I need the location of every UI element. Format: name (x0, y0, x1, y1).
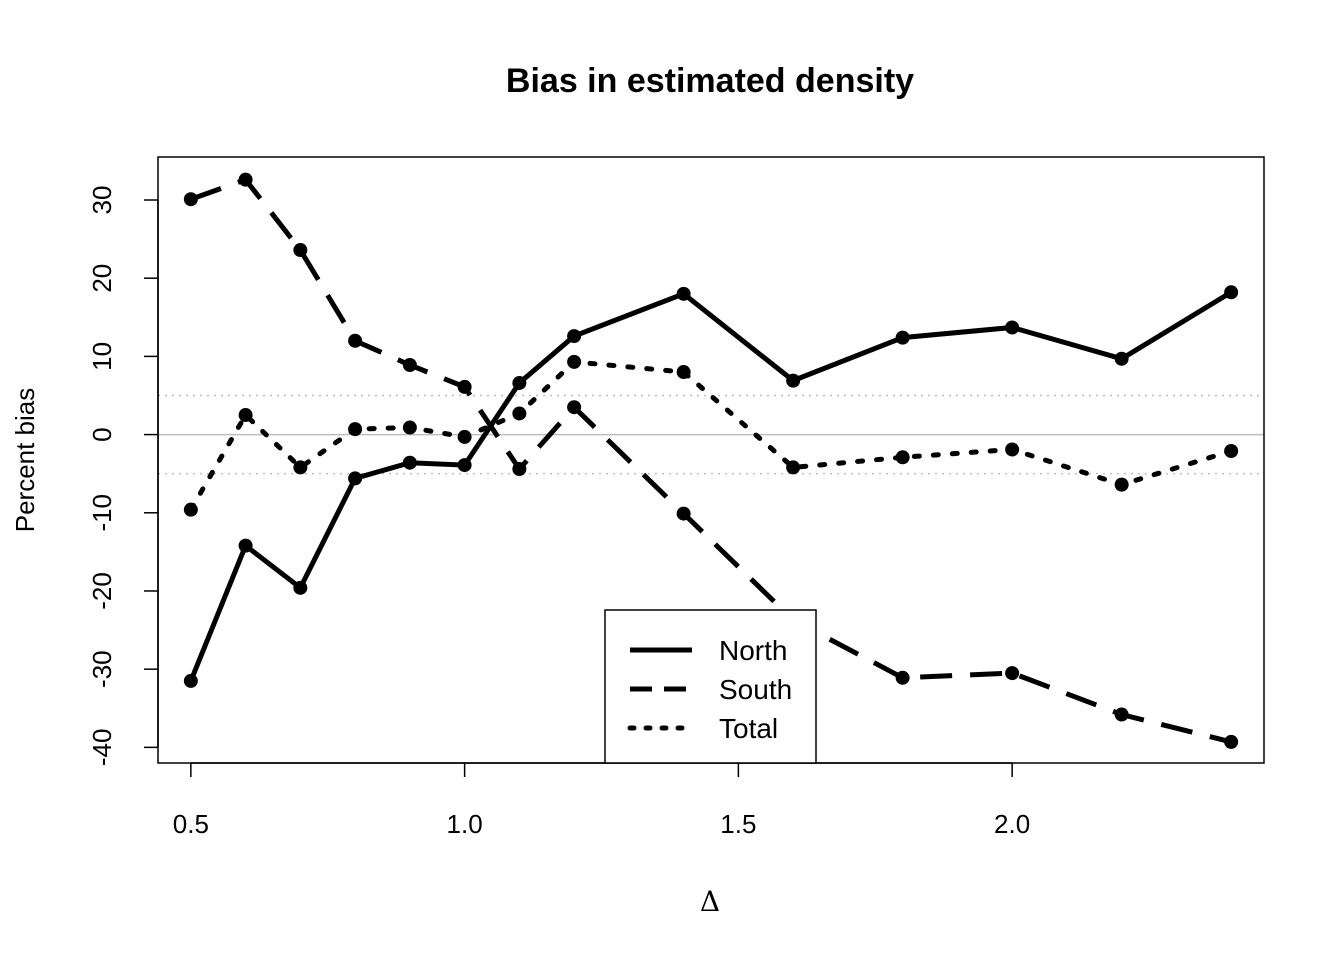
series-line-north (188, 290, 1233, 682)
point-north-4 (402, 455, 417, 470)
point-south-2 (293, 243, 308, 258)
point-total-0 (183, 502, 198, 517)
point-north-13 (1224, 285, 1239, 300)
point-north-0 (183, 673, 198, 688)
point-north-8 (676, 286, 691, 301)
point-total-10 (895, 450, 910, 465)
x-axis: 0.5 1.0 1.5 2.0 (173, 762, 1030, 839)
point-north-7 (567, 329, 582, 344)
series-line-south (190, 176, 1232, 745)
y-tick-label-1: -30 (87, 650, 117, 688)
x-tick-label-0: 0.5 (173, 809, 209, 839)
y-tick-label-4: 0 (87, 427, 117, 441)
point-total-4 (402, 420, 417, 435)
point-total-8 (676, 365, 691, 380)
series-layer (183, 172, 1239, 749)
point-south-10 (895, 670, 910, 685)
point-north-9 (786, 373, 801, 388)
point-total-9 (786, 460, 801, 475)
y-axis: -40 -30 -20 -10 0 10 20 30 (87, 186, 159, 767)
point-total-5 (457, 429, 472, 444)
point-south-12 (1114, 707, 1129, 722)
point-south-11 (1005, 666, 1020, 681)
point-south-13 (1224, 734, 1239, 749)
point-north-12 (1114, 351, 1129, 366)
point-south-3 (348, 333, 363, 348)
point-north-2 (293, 580, 308, 595)
point-south-4 (402, 357, 417, 372)
y-tick-label-0: -40 (87, 729, 117, 767)
point-north-3 (348, 471, 363, 486)
reference-lines (158, 394, 1264, 475)
point-total-1 (238, 408, 253, 423)
point-north-1 (238, 538, 253, 553)
point-total-12 (1114, 477, 1129, 492)
x-tick-label-2: 1.5 (720, 809, 756, 839)
x-tick-label-3: 2.0 (994, 809, 1030, 839)
y-tick-label-7: 30 (87, 186, 117, 215)
x-axis-label: Δ (700, 885, 720, 918)
series-line-total (188, 359, 1234, 513)
point-south-6 (512, 461, 527, 476)
point-total-13 (1224, 444, 1239, 459)
point-south-0 (183, 192, 198, 207)
y-tick-label-5: 10 (87, 342, 117, 371)
y-tick-label-6: 20 (87, 264, 117, 293)
y-tick-label-2: -20 (87, 572, 117, 610)
point-total-3 (348, 422, 363, 437)
legend-label-total: Total (719, 713, 778, 744)
point-total-2 (293, 460, 308, 475)
legend-label-north: North (719, 635, 787, 666)
x-tick-label-1: 1.0 (447, 809, 483, 839)
point-north-5 (457, 458, 472, 473)
legend-label-south: South (719, 674, 792, 705)
point-total-11 (1005, 442, 1020, 457)
point-north-11 (1005, 320, 1020, 335)
y-axis-label: Percent bias (10, 388, 40, 533)
point-north-10 (895, 330, 910, 345)
point-total-7 (567, 354, 582, 369)
point-south-8 (676, 506, 691, 521)
legend: North South Total (604, 609, 817, 764)
chart-title: Bias in estimated density (506, 62, 914, 100)
y-tick-label-3: -10 (87, 494, 117, 532)
point-south-1 (238, 172, 253, 187)
point-total-6 (512, 406, 527, 421)
point-north-6 (512, 375, 527, 390)
point-south-5 (457, 379, 472, 394)
point-south-7 (567, 400, 582, 415)
